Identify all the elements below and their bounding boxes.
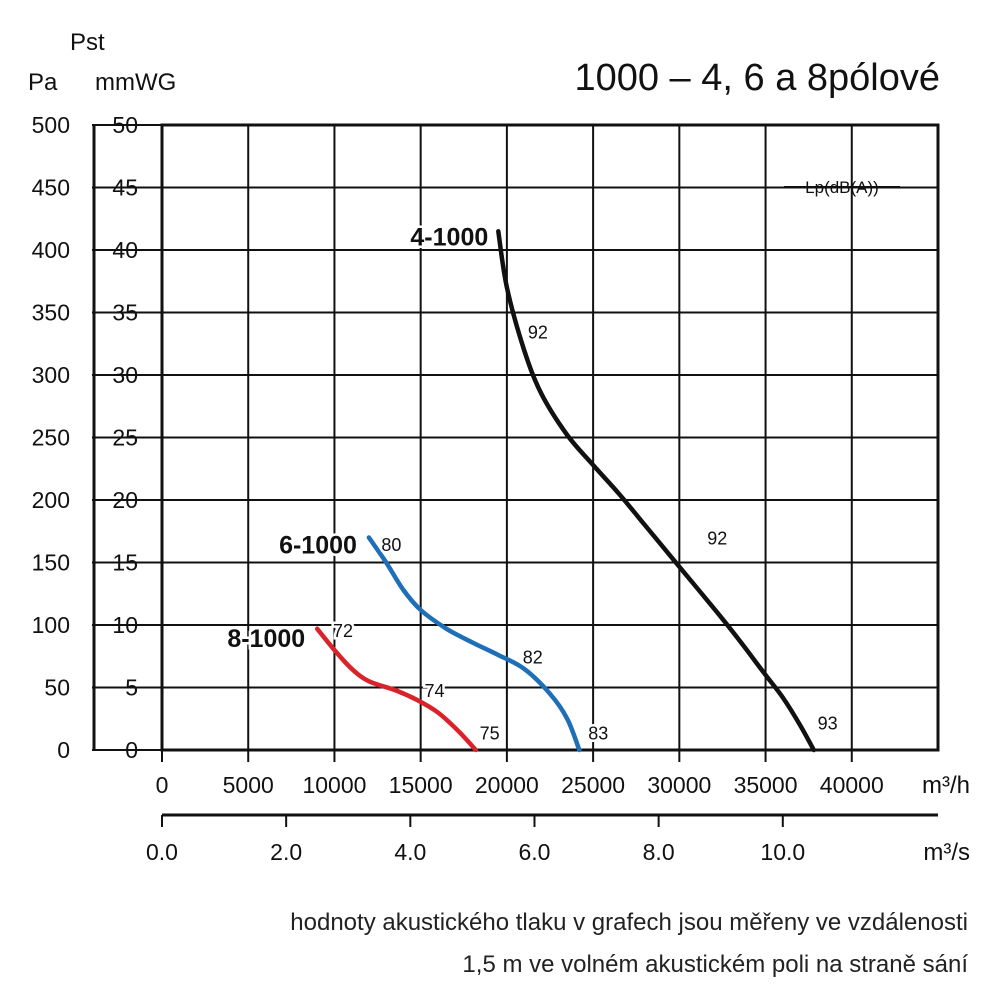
noise-level-label: 74 bbox=[424, 681, 444, 701]
m3h-tick-label: 40000 bbox=[820, 772, 884, 798]
grid bbox=[162, 125, 938, 750]
noise-level-label: 75 bbox=[480, 724, 500, 744]
mmwg-tick-label: 30 bbox=[112, 362, 138, 388]
pa-tick-label: 400 bbox=[32, 237, 70, 263]
curve-4-1000 bbox=[496, 229, 817, 753]
mmwg-tick-label: 5 bbox=[125, 675, 138, 701]
curve-6-1000 bbox=[366, 535, 582, 753]
m3s-tick-label: 2.0 bbox=[270, 839, 302, 865]
noise-level-label: 82 bbox=[523, 647, 543, 667]
m3s-tick-label: 10.0 bbox=[760, 839, 805, 865]
m3s-tick-label: 6.0 bbox=[518, 839, 550, 865]
lp-label: Lp(dB(A)) bbox=[805, 178, 879, 197]
noise-level-label: 83 bbox=[588, 724, 608, 744]
m3h-tick-label: 15000 bbox=[389, 772, 453, 798]
noise-level-label: 72 bbox=[333, 621, 353, 641]
mmwg-tick-label: 45 bbox=[112, 175, 138, 201]
curve-8-1000 bbox=[314, 626, 479, 753]
series-name-label: 4-1000 bbox=[410, 223, 488, 251]
noise-level-label: 92 bbox=[707, 529, 727, 549]
pa-tick-label: 350 bbox=[32, 300, 70, 326]
mmwg-tick-label: 25 bbox=[112, 425, 138, 451]
m3h-tick-label: 5000 bbox=[223, 772, 274, 798]
mmwg-tick-label: 50 bbox=[112, 112, 138, 138]
mmwg-tick-label: 10 bbox=[112, 612, 138, 638]
m3h-tick-label: 0 bbox=[156, 772, 169, 798]
m3h-tick-label: 20000 bbox=[475, 772, 539, 798]
pa-tick-label: 100 bbox=[32, 612, 70, 638]
mmwg-tick-label: 35 bbox=[112, 300, 138, 326]
footnote-line-1: hodnoty akustického tlaku v grafech jsou… bbox=[290, 909, 968, 936]
m3h-unit-label: m³/h bbox=[922, 772, 970, 799]
chart-title: 1000 – 4, 6 a 8pólové bbox=[574, 57, 940, 99]
m3s-tick-label: 4.0 bbox=[394, 839, 426, 865]
curves bbox=[314, 229, 817, 753]
noise-level-label: 80 bbox=[381, 535, 401, 555]
m3s-tick-label: 0.0 bbox=[146, 839, 178, 865]
m3h-tick-label: 10000 bbox=[302, 772, 366, 798]
curve-labels: 4-1000 92 92 93 6-1000 80 82 83 8-1000 72 74 75 bbox=[225, 186, 900, 746]
mmwg-unit-label: mmWG bbox=[95, 69, 176, 96]
noise-level-label: 92 bbox=[528, 322, 548, 342]
series-name-label: 6-1000 bbox=[279, 532, 357, 560]
pst-label: Pst bbox=[70, 29, 105, 56]
pa-tick-label: 0 bbox=[57, 737, 70, 763]
m3s-unit-label: m³/s bbox=[923, 839, 970, 866]
mmwg-tick-label: 40 bbox=[112, 237, 138, 263]
y-axis: 0 0 50 5 100 10 150 15 200 20 250 25 300 30 350 35 400 40… bbox=[32, 112, 162, 763]
pa-tick-label: 300 bbox=[32, 362, 70, 388]
noise-level-label: 93 bbox=[818, 714, 838, 734]
x-axis: 0 5000 10000 15000 20000 25000 30000 35000 40000… bbox=[146, 750, 884, 865]
series-name-label: 8-1000 bbox=[227, 625, 305, 653]
mmwg-tick-label: 20 bbox=[112, 487, 138, 513]
footnote-line-2: 1,5 m ve volném akustickém poli na stran… bbox=[462, 951, 968, 978]
m3h-tick-label: 35000 bbox=[734, 772, 798, 798]
m3h-tick-label: 30000 bbox=[647, 772, 711, 798]
pa-tick-label: 50 bbox=[44, 675, 70, 701]
mmwg-tick-label: 0 bbox=[125, 737, 138, 763]
pa-tick-label: 250 bbox=[32, 425, 70, 451]
pa-tick-label: 450 bbox=[32, 175, 70, 201]
m3h-tick-label: 25000 bbox=[561, 772, 625, 798]
mmwg-tick-label: 15 bbox=[112, 550, 138, 576]
m3s-tick-label: 8.0 bbox=[643, 839, 675, 865]
pa-tick-label: 500 bbox=[32, 112, 70, 138]
pa-unit-label: Pa bbox=[28, 69, 58, 96]
pa-tick-label: 150 bbox=[32, 550, 70, 576]
pa-tick-label: 200 bbox=[32, 487, 70, 513]
